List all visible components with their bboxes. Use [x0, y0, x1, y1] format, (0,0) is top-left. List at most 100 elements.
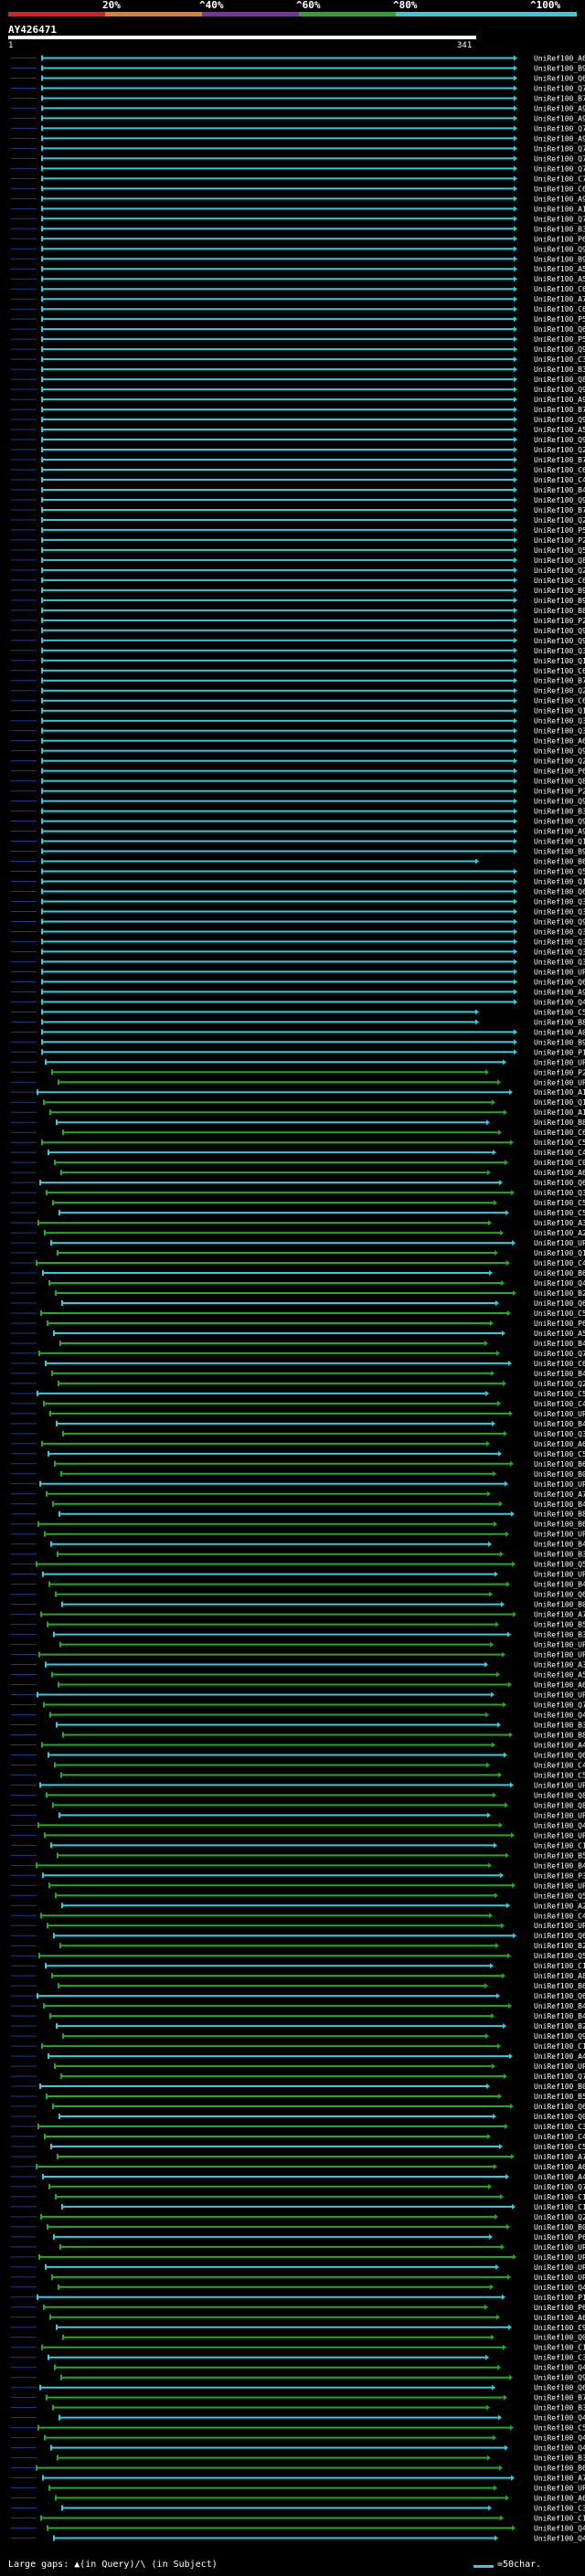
hit-row[interactable]: UniRef100_C3UZ60 — [11, 355, 585, 364]
hit-label[interactable]: UniRef100_B7FMA6 — [534, 406, 585, 414]
hit-row[interactable]: UniRef100_UP1000… — [11, 1410, 585, 1418]
hit-row[interactable]: UniRef100_A1CR02 — [11, 1108, 585, 1117]
hit-label[interactable]: UniRef100_Q4PBR3 — [534, 2414, 585, 2422]
hit-row[interactable]: UniRef100_C1BK63 — [11, 1841, 585, 1850]
hit-row[interactable]: UniRef100_B9WIM9 — [11, 1038, 585, 1046]
hit-row[interactable]: UniRef100_UP1000… — [11, 1831, 585, 1839]
hit-label[interactable]: UniRef100_C4WJ97 — [534, 476, 585, 484]
hit-row[interactable]: UniRef100_P63241 — [11, 2233, 585, 2242]
hit-row[interactable]: UniRef100_C4YAJ5 — [11, 1259, 585, 1267]
hit-label[interactable]: UniRef100_B3TLM2 — [534, 366, 585, 374]
hit-label[interactable]: UniRef100_B8PCC0 — [534, 1511, 585, 1519]
hit-label[interactable]: UniRef100_A7RCI0 — [534, 1490, 585, 1499]
hit-label[interactable]: UniRef100_Q3ZBL4 — [534, 948, 585, 956]
hit-row[interactable]: UniRef100_A4UUF0 — [11, 2052, 585, 2061]
hit-label[interactable]: UniRef100_C4YAJ5 — [534, 1259, 585, 1267]
hit-label[interactable]: UniRef100_Q9U4G4 — [534, 2374, 585, 2382]
hit-row[interactable]: UniRef100_Q2ZDK7 — [11, 758, 585, 766]
hit-label[interactable]: UniRef100_Q1LZ59 — [534, 707, 585, 716]
hit-row[interactable]: UniRef100_Q6FWU3 — [11, 1179, 585, 1187]
hit-row[interactable]: UniRef100_Q6BLL4 — [11, 1591, 585, 1599]
hit-row[interactable]: UniRef100_A6QHT7 — [11, 2314, 585, 2322]
hit-row[interactable]: UniRef100_P56336 — [11, 526, 585, 535]
hit-row[interactable]: UniRef100_UP1000… — [11, 2062, 585, 2071]
hit-label[interactable]: UniRef100_C4YCB3 — [534, 1912, 585, 1920]
hit-label[interactable]: UniRef100_A3E3L1 — [534, 1661, 585, 1670]
hit-label[interactable]: UniRef100_Q3ZDK5 — [534, 907, 585, 916]
hit-label[interactable]: UniRef100_P23301 — [534, 1068, 585, 1076]
hit-row[interactable]: UniRef100_A6R9Q1 — [11, 2163, 585, 2171]
hit-label[interactable]: UniRef100_B3NQ67 — [534, 1551, 585, 1559]
hit-label[interactable]: UniRef100_Q5YJR7 — [534, 868, 585, 876]
hit-label[interactable]: UniRef100_Q10CJ2 — [534, 657, 585, 665]
hit-row[interactable]: UniRef100_A9PAY6 — [11, 114, 585, 122]
hit-label[interactable]: UniRef100_Q4Z3I4 — [534, 2525, 585, 2533]
hit-row[interactable]: UniRef100_C5MBN1 — [11, 1450, 585, 1458]
hit-label[interactable]: UniRef100_Q4PBK3 — [534, 1279, 585, 1288]
hit-label[interactable]: UniRef100_C1BY19 — [534, 2515, 585, 2523]
hit-label[interactable]: UniRef100_A7QQY4 — [534, 295, 585, 303]
hit-label[interactable]: UniRef100_C4Y9E8 — [534, 2133, 585, 2141]
hit-label[interactable]: UniRef100_Q2QQ48 — [534, 687, 585, 695]
hit-row[interactable]: UniRef100_B4FDE1 — [11, 486, 585, 494]
hit-label[interactable]: UniRef100_B8BBG4 — [534, 1731, 585, 1739]
hit-row[interactable]: UniRef100_Q3ZBL4 — [11, 938, 585, 946]
hit-row[interactable]: UniRef100_B7FBH3 — [11, 677, 585, 685]
hit-row[interactable]: UniRef100_C0NSS1 — [11, 1159, 585, 1167]
hit-row[interactable]: UniRef100_B9HLU3 — [11, 587, 585, 595]
hit-label[interactable]: UniRef100_B3LEC9 — [534, 1721, 585, 1729]
hit-row[interactable]: UniRef100_P53337 — [11, 315, 585, 323]
hit-row[interactable]: UniRef100_B8BE31 — [11, 607, 585, 615]
hit-row[interactable]: UniRef100_B4QB13 — [11, 2002, 585, 2010]
hit-row[interactable]: UniRef100_Q9XG05 — [11, 436, 585, 444]
hit-label[interactable]: UniRef100_C3KJ62 — [534, 2505, 585, 2513]
hit-label[interactable]: UniRef100_Q1L2A3 — [534, 1098, 585, 1107]
hit-label[interactable]: UniRef100_Q3ZDX8 — [534, 717, 585, 726]
hit-row[interactable]: UniRef100_Q4PMS1 — [11, 2284, 585, 2292]
hit-row[interactable]: UniRef100_A5BZP4 — [11, 426, 585, 434]
hit-label[interactable]: UniRef100_Q4PMS1 — [534, 2284, 585, 2292]
hit-label[interactable]: UniRef100_B7FBH3 — [534, 677, 585, 685]
hit-label[interactable]: UniRef100_Q7ZGQ3 — [534, 2183, 585, 2191]
hit-label[interactable]: UniRef100_Q2ZDK7 — [534, 758, 585, 766]
hit-row[interactable]: UniRef100_C4WJ97 — [11, 476, 585, 484]
hit-label[interactable]: UniRef100_A9PI18 — [534, 104, 585, 112]
hit-label[interactable]: UniRef100_Q2ZDX6 — [534, 516, 585, 525]
hit-row[interactable]: UniRef100_B3NQ67 — [11, 1551, 585, 1559]
hit-row[interactable]: UniRef100_Q3HS00 — [11, 647, 585, 655]
hit-row[interactable]: UniRef100_C6ZHS3 — [11, 305, 585, 313]
hit-row[interactable]: UniRef100_Q10CJ3 — [11, 878, 585, 886]
hit-row[interactable]: UniRef100_P69039 — [11, 235, 585, 243]
hit-row[interactable]: UniRef100_A2QB33 — [11, 1229, 585, 1237]
hit-row[interactable]: UniRef100_Q10CJ3 — [11, 838, 585, 846]
hit-row[interactable]: UniRef100_C6SY82 — [11, 466, 585, 474]
hit-row[interactable]: UniRef100_Q2HAX7 — [11, 2213, 585, 2221]
hit-row[interactable]: UniRef100_P38672 — [11, 1871, 585, 1880]
hit-row[interactable]: UniRef100_Q8L834 — [11, 778, 585, 786]
hit-label[interactable]: UniRef100_C6SY82 — [534, 466, 585, 474]
hit-label[interactable]: UniRef100_B6K117 — [534, 2465, 585, 2473]
hit-row[interactable]: UniRef100_B3TLM4 — [11, 808, 585, 816]
hit-row[interactable]: UniRef100_B7FMA6 — [11, 406, 585, 414]
hit-row[interactable]: UniRef100_UP1000… — [11, 1571, 585, 1579]
hit-label[interactable]: UniRef100_Q2L998 — [534, 567, 585, 575]
hit-row[interactable]: UniRef100_C5DXH5 — [11, 1309, 585, 1318]
hit-label[interactable]: UniRef100_Q09121 — [534, 2334, 585, 2342]
hit-row[interactable]: UniRef100_Q9XG04 — [11, 416, 585, 424]
hit-label[interactable]: UniRef100_Q9H083 — [534, 2032, 585, 2041]
hit-label[interactable]: UniRef100_B7FNS1 — [534, 456, 585, 464]
hit-row[interactable]: UniRef100_Q6UVP3 — [11, 978, 585, 986]
hit-label[interactable]: UniRef100_B0XY94 — [534, 2083, 585, 2091]
hit-row[interactable]: UniRef100_Q9XGU4 — [11, 245, 585, 253]
hit-row[interactable]: UniRef100_Q6EK71 — [11, 1992, 585, 2000]
hit-row[interactable]: UniRef100_Q6PD38 — [11, 74, 585, 82]
hit-label[interactable]: UniRef100_UP1000… — [534, 1651, 585, 1659]
hit-label[interactable]: UniRef100_B9FT88 — [534, 597, 585, 605]
hit-row[interactable]: UniRef100_Q71F48 — [11, 154, 585, 163]
hit-row[interactable]: UniRef100_B5N6E4 — [11, 2093, 585, 2101]
hit-row[interactable]: UniRef100_B6K117 — [11, 2465, 585, 2473]
hit-label[interactable]: UniRef100_A3LY26 — [534, 1219, 585, 1227]
hit-label[interactable]: UniRef100_UP1000… — [534, 1058, 585, 1066]
hit-row[interactable]: UniRef100_P13160 — [11, 2294, 585, 2302]
hit-label[interactable]: UniRef100_Q5ZF92 — [534, 546, 585, 555]
